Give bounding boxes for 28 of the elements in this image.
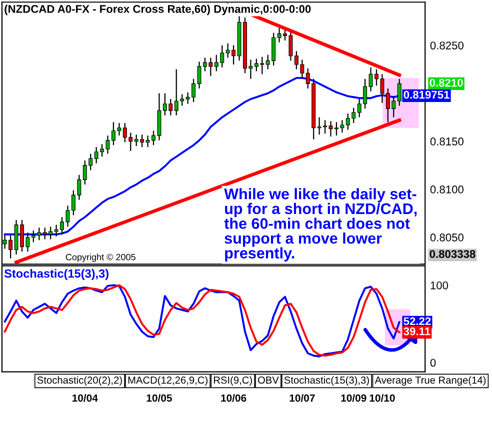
candlestick xyxy=(397,78,402,106)
text: Average True Range(14) xyxy=(374,376,486,386)
text: RSI(9,C) xyxy=(214,376,252,386)
x-tick-label: 10/07 xyxy=(290,394,315,402)
text: Stochastic(15(3),3) xyxy=(284,376,369,386)
x-tick-label: 10/04 xyxy=(72,394,98,402)
y-tick-label: 0.8100 xyxy=(430,186,464,194)
x-tick-label: 10/09 xyxy=(341,394,366,402)
y-tick-label: 0 xyxy=(430,358,436,367)
annotation: While we like the daily set- up for a short in NZD/CAD, the 60-min chart does not support a move lower presently. xyxy=(224,188,417,262)
chart-title: (NZDCAD A0-FX - Forex Cross Rate,60) Dynamic,0:00-0:00 xyxy=(4,4,311,16)
text: OBV xyxy=(258,376,279,384)
x-tick-label: 10/05 xyxy=(146,394,172,402)
chart-title: Stochastic(15(3),3) xyxy=(4,269,108,280)
y-tick-label: 0.8250 xyxy=(430,42,464,50)
y-tick-label: 0.8050 xyxy=(430,234,464,242)
data-label: 0.819751 xyxy=(404,90,450,99)
annotation: Copyright © 2005 xyxy=(66,254,136,262)
text: 0.803338 xyxy=(430,250,476,258)
data-label: 52.22 xyxy=(404,317,431,326)
data-label: 39.11 xyxy=(404,327,430,336)
x-tick-label: 10/06 xyxy=(221,394,246,402)
text: MACD(12,26,9,C) xyxy=(128,376,208,386)
text: Stochastic(20(2),2) xyxy=(37,376,122,386)
text: 0.8210 xyxy=(430,78,463,87)
x-tick-label: 10/10 xyxy=(370,394,395,402)
y-tick-label: 100 xyxy=(430,281,448,290)
y-tick-label: 0.8150 xyxy=(430,138,464,146)
